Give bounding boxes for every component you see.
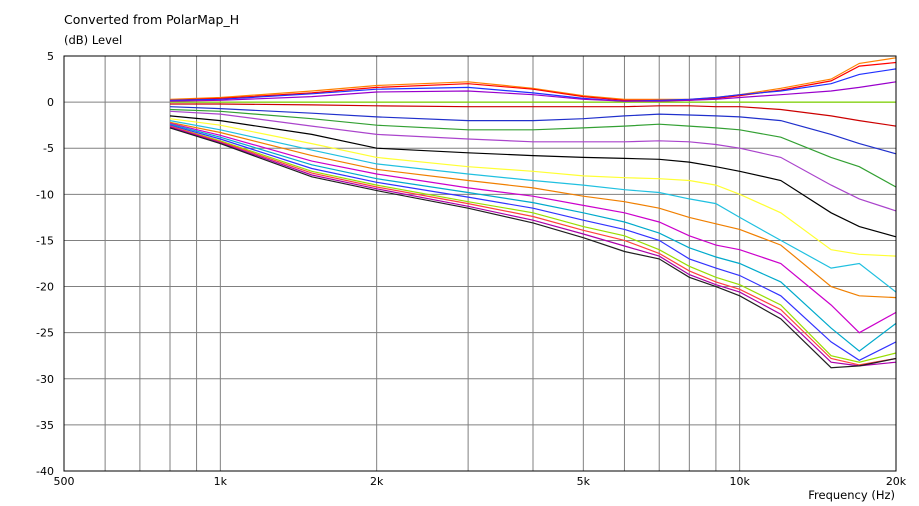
series-line-11 (169, 118, 897, 257)
series-line-5 (169, 81, 897, 102)
y-tick-label: -30 (36, 373, 54, 386)
x-tick-label: 20k (886, 475, 907, 488)
series-line-2 (169, 57, 897, 100)
series-line-12 (169, 120, 897, 293)
y-tick-label: -35 (36, 419, 54, 432)
y-tick-label: -15 (36, 234, 54, 247)
x-tick-label: 2k (370, 475, 384, 488)
series-line-13 (169, 121, 897, 299)
series-line-20 (169, 127, 897, 369)
y-tick-label: -25 (36, 327, 54, 340)
series-line-8 (169, 108, 897, 188)
chart-title: Converted from PolarMap_H (64, 12, 239, 27)
y-tick-label: -10 (36, 188, 54, 201)
series-line-18 (169, 125, 897, 366)
y-tick-label: 5 (47, 50, 54, 63)
y-tick-label: 0 (47, 96, 54, 109)
series-line-19 (169, 126, 897, 367)
y-tick-label: -40 (36, 465, 54, 478)
series-line-6 (170, 103, 897, 127)
x-axis-label: Frequency (Hz) (808, 488, 895, 502)
series-line-10 (169, 115, 897, 238)
plot-frame (63, 55, 897, 472)
x-tick-label: 10k (729, 475, 750, 488)
x-tick-label: 1k (214, 475, 228, 488)
series-line-15 (169, 123, 897, 352)
series-line-14 (169, 122, 897, 334)
x-tick-labels: 500 1k 2k 5k 10k 20k (54, 475, 907, 488)
y-tick-labels: 5 0 -5 -10 -15 -20 -25 -30 -35 -40 (36, 50, 54, 478)
y-axis-label: (dB) Level (64, 33, 122, 47)
series-line-9 (169, 110, 897, 212)
x-tick-label: 5k (577, 475, 591, 488)
y-tick-label: -5 (43, 142, 54, 155)
series-lines (169, 57, 897, 369)
x-tick-label: 500 (54, 475, 75, 488)
series-line-17 (169, 125, 897, 363)
series-line-7 (169, 106, 897, 155)
y-tick-label: -20 (36, 281, 54, 294)
series-line-16 (169, 124, 897, 361)
